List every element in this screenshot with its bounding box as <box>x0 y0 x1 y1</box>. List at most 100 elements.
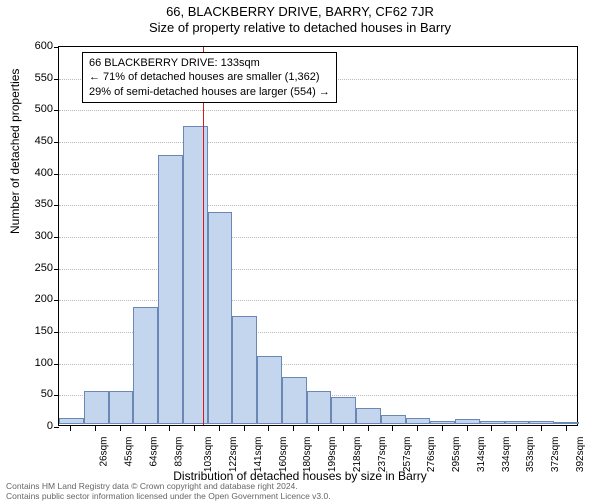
histogram-bar <box>505 421 530 424</box>
ytick-label: 400 <box>13 167 53 179</box>
histogram-bar <box>133 307 158 424</box>
histogram-bar <box>307 391 332 424</box>
xtick-mark <box>318 426 319 431</box>
ytick-label: 350 <box>13 198 53 210</box>
xtick-label: 353sqm <box>525 437 536 473</box>
xtick-mark <box>491 426 492 431</box>
ytick-label: 550 <box>13 72 53 84</box>
xtick-mark <box>293 426 294 431</box>
gridline <box>59 269 577 270</box>
xtick-label: 295sqm <box>451 437 462 473</box>
ytick-mark <box>54 237 59 238</box>
ytick-label: 450 <box>13 135 53 147</box>
xtick-label: 122sqm <box>228 437 239 473</box>
histogram-bar <box>282 377 307 425</box>
xtick-label: 276sqm <box>426 437 437 473</box>
footer-line2: Contains public sector information licen… <box>6 492 331 502</box>
histogram-bar <box>455 419 480 424</box>
xtick-mark <box>392 426 393 431</box>
histogram-bar <box>480 421 505 424</box>
xtick-label: 141sqm <box>253 437 264 473</box>
ytick-mark <box>54 427 59 428</box>
xtick-mark <box>343 426 344 431</box>
xtick-mark <box>368 426 369 431</box>
xtick-label: 334sqm <box>501 437 512 473</box>
ytick-label: 500 <box>13 103 53 115</box>
gridline <box>59 300 577 301</box>
histogram-bar <box>356 408 381 424</box>
gridline <box>59 205 577 206</box>
histogram-bar <box>59 418 84 424</box>
xtick-mark <box>219 426 220 431</box>
ytick-mark <box>54 79 59 80</box>
histogram-bar <box>381 415 406 425</box>
histogram-bar <box>257 356 282 424</box>
xtick-label: 83sqm <box>173 437 184 467</box>
xtick-label: 314sqm <box>476 437 487 473</box>
histogram-bar <box>406 418 431 424</box>
annotation-line3: 29% of semi-detached houses are larger (… <box>89 85 330 99</box>
xtick-label: 26sqm <box>99 437 110 467</box>
xtick-label: 257sqm <box>402 437 413 473</box>
xtick-label: 392sqm <box>575 437 586 473</box>
annotation-line1: 66 BLACKBERRY DRIVE: 133sqm <box>89 56 330 70</box>
xtick-label: 199sqm <box>327 437 338 473</box>
ytick-mark <box>54 395 59 396</box>
histogram-bar <box>84 391 109 424</box>
chart-subtitle: Size of property relative to detached ho… <box>0 20 600 35</box>
plot-frame <box>58 46 578 426</box>
xtick-label: 64sqm <box>148 437 159 467</box>
ytick-mark <box>54 364 59 365</box>
xtick-mark <box>467 426 468 431</box>
gridline <box>59 237 577 238</box>
ytick-mark <box>54 269 59 270</box>
xtick-mark <box>169 426 170 431</box>
xtick-label: 45sqm <box>124 437 135 467</box>
ytick-mark <box>54 174 59 175</box>
ytick-mark <box>54 142 59 143</box>
ytick-label: 150 <box>13 325 53 337</box>
histogram-bar <box>430 421 455 424</box>
xtick-mark <box>541 426 542 431</box>
xtick-mark <box>417 426 418 431</box>
footer-attribution: Contains HM Land Registry data © Crown c… <box>6 482 331 502</box>
ytick-mark <box>54 332 59 333</box>
xtick-label: 103sqm <box>204 437 215 473</box>
ytick-label: 200 <box>13 293 53 305</box>
xtick-mark <box>516 426 517 431</box>
ytick-label: 600 <box>13 40 53 52</box>
ytick-label: 50 <box>13 388 53 400</box>
xtick-mark <box>194 426 195 431</box>
xtick-mark <box>268 426 269 431</box>
ytick-mark <box>54 205 59 206</box>
ytick-mark <box>54 47 59 48</box>
ytick-label: 300 <box>13 230 53 242</box>
marker-line <box>203 47 204 425</box>
histogram-bar <box>232 316 257 424</box>
ytick-label: 250 <box>13 262 53 274</box>
xtick-label: 180sqm <box>303 437 314 473</box>
gridline <box>59 174 577 175</box>
xtick-label: 218sqm <box>352 437 363 473</box>
plot-area: 66 BLACKBERRY DRIVE: 133sqm ← 71% of det… <box>58 46 578 426</box>
xtick-mark <box>120 426 121 431</box>
gridline <box>59 110 577 111</box>
histogram-bar <box>208 212 233 424</box>
annotation-box: 66 BLACKBERRY DRIVE: 133sqm ← 71% of det… <box>82 52 337 103</box>
ytick-mark <box>54 110 59 111</box>
histogram-bar <box>331 397 356 424</box>
gridline <box>59 142 577 143</box>
xtick-mark <box>244 426 245 431</box>
chart-container: 66, BLACKBERRY DRIVE, BARRY, CF62 7JR Si… <box>0 4 600 504</box>
xtick-label: 237sqm <box>377 437 388 473</box>
xtick-mark <box>442 426 443 431</box>
histogram-bar <box>158 155 183 424</box>
annotation-line2: ← 71% of detached houses are smaller (1,… <box>89 70 330 84</box>
xtick-label: 372sqm <box>550 437 561 473</box>
xtick-mark <box>70 426 71 431</box>
ytick-label: 0 <box>13 420 53 432</box>
chart-title: 66, BLACKBERRY DRIVE, BARRY, CF62 7JR <box>0 4 600 19</box>
histogram-bar <box>529 421 554 424</box>
histogram-bar <box>554 422 579 424</box>
xtick-mark <box>145 426 146 431</box>
